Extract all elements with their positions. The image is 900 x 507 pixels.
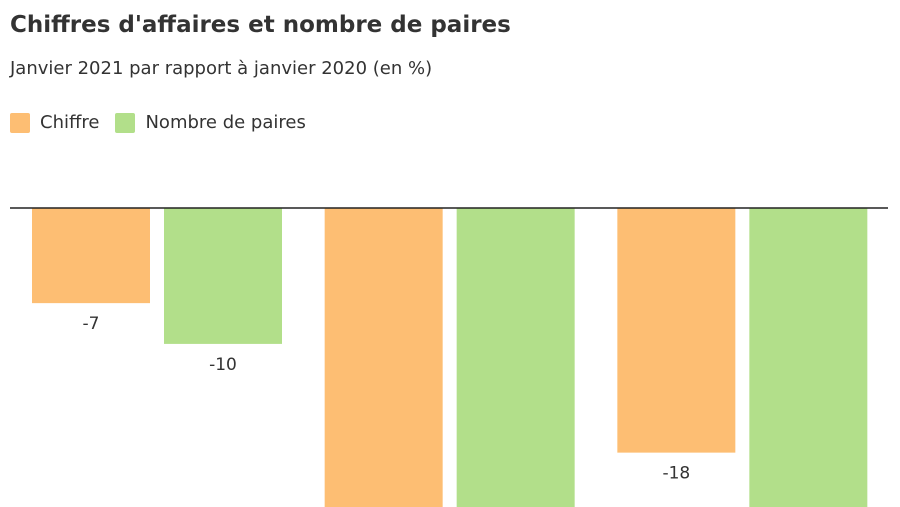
chart-legend: Chiffre Nombre de paires <box>10 112 322 133</box>
chart-title: Chiffres d'affaires et nombre de paires <box>10 12 511 38</box>
legend-label-nombre-de-paires: Nombre de paires <box>145 112 306 133</box>
bar-nombre-de-paires-1[interactable] <box>164 208 282 344</box>
bar-nombre-de-paires-2[interactable] <box>456 208 575 507</box>
chart-subtitle: Janvier 2021 par rapport à janvier 2020 … <box>10 58 433 79</box>
data-label-chiffre-3: -18 <box>662 464 690 484</box>
data-label-chiffre-1: -7 <box>83 314 100 334</box>
legend-item-chiffre[interactable]: Chiffre <box>10 112 99 133</box>
bar-chiffre-2[interactable] <box>324 208 443 507</box>
data-label-nombre-de-paires-1: -10 <box>209 355 237 375</box>
bar-chiffre-3[interactable] <box>617 208 736 453</box>
legend-swatch-chiffre <box>10 112 30 133</box>
legend-swatch-nombre-de-paires <box>115 112 136 133</box>
bar-chiffre-1[interactable] <box>32 208 150 304</box>
legend-item-nombre-de-paires[interactable]: Nombre de paires <box>115 112 306 133</box>
bar-nombre-de-paires-3[interactable] <box>749 208 868 507</box>
legend-label-chiffre: Chiffre <box>40 112 100 133</box>
